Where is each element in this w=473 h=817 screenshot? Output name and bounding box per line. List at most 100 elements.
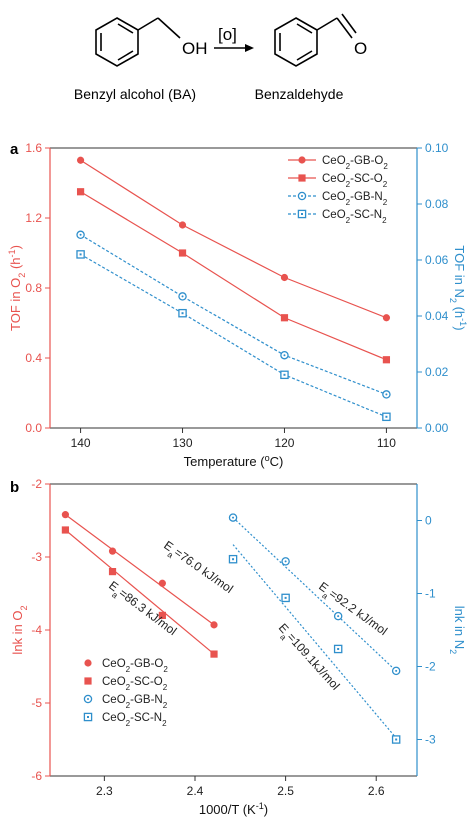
y-left-tick-label: 1.2 (25, 211, 42, 225)
x-tick-label: 2.4 (187, 784, 204, 798)
data-point-ceo2-gb-n2-center (79, 233, 82, 236)
data-point-ceo2-gb-n2-center (232, 516, 235, 519)
benzyl-alcohol-inner-bond (117, 23, 134, 34)
legend-marker (298, 156, 306, 164)
data-point-ceo2-sc-o2 (280, 314, 289, 322)
data-point-ceo2-sc-o2 (108, 568, 117, 576)
legend-label-part: 2 (346, 180, 351, 189)
series-line-ceo2-gb-n2 (80, 234, 387, 395)
activation-energy-label-part: a (166, 549, 176, 560)
activation-energy-label-part: a (278, 632, 289, 642)
x-axis-title-part: -1 (256, 801, 264, 811)
legend-marker (298, 174, 306, 182)
y-right-tick-label: 0.04 (425, 309, 449, 323)
aldehyde-co-double-bond (341, 13, 357, 34)
reaction-scheme: OH [o] O Benzyl alcohol (BA) Benzaldehyd… (74, 13, 367, 102)
series-line-ceo2-sc-n2 (80, 253, 387, 418)
legend-label-part: CeO (322, 191, 346, 203)
data-point-ceo2-sc-o2 (210, 650, 218, 658)
aldehyde-ch-bond (316, 17, 338, 31)
activation-energy-label-part: =86.3 kJ/mol (116, 586, 179, 638)
reactant-name: Benzyl alcohol (BA) (74, 86, 196, 102)
legend-marker (84, 659, 92, 667)
y-right-tick-label: -2 (425, 660, 436, 674)
data-point-ceo2-gb-n2-center (385, 393, 388, 396)
data-point-ceo2-gb-o2 (210, 621, 218, 629)
y-left-tick-label: 0.8 (25, 281, 42, 295)
fit-line (232, 517, 397, 672)
legend-label-part: 2 (126, 683, 131, 692)
legend-label: CeO2-SC-O2 (322, 173, 388, 189)
y-axis-left-title-part: lnk in O (10, 610, 25, 654)
y-axis-left-title-part: 2 (17, 273, 27, 278)
data-point-ceo2-gb-o2 (382, 314, 391, 322)
data-point-ceo2-sc-o2 (61, 526, 70, 534)
legend-label-part: -GB-O (350, 155, 383, 167)
data-point-ceo2-sc-o2 (76, 188, 85, 196)
data-point-ceo2-sc-o2 (158, 611, 166, 619)
data-point-ceo2-gb-o2 (61, 511, 70, 519)
legend-label-part: -SC-N (130, 712, 162, 724)
y-axis-right-title-part: ) (452, 326, 467, 330)
data-point-ceo2-sc-n2-center (284, 596, 287, 599)
legend-marker-center (301, 213, 303, 215)
y-axis-right-title: TOF in N2 (h-1) (448, 245, 468, 330)
activation-energy-label: Ea=109.1kJ/mol (273, 621, 343, 696)
activation-energy-label-part: a (320, 590, 330, 601)
legend-label: CeO2-SC-N2 (322, 209, 387, 225)
legend-label-part: 2 (383, 180, 388, 189)
x-tick-label: 140 (71, 436, 91, 450)
data-point-ceo2-gb-o2 (76, 156, 85, 164)
legend-label-part: CeO (102, 712, 126, 724)
legend-label: CeO2-GB-O2 (102, 658, 168, 674)
legend-label-part: 2 (346, 162, 351, 171)
x-tick-label: 2.6 (368, 784, 385, 798)
legend-marker-center (87, 716, 89, 718)
aldehyde-co-bond (336, 17, 353, 39)
y-axis-right-title-part: lnk in N (452, 606, 467, 649)
legend-label-part: 2 (383, 198, 388, 207)
x-tick-label: 2.5 (277, 784, 294, 798)
data-point-ceo2-sc-n2-center (232, 558, 235, 561)
legend-label-part: 2 (383, 162, 388, 171)
y-axis-left-title-part: -1 (7, 249, 17, 257)
y-axis-right-title-part: 2 (448, 649, 458, 654)
legend-label: CeO2-GB-N2 (102, 694, 168, 710)
y-right-tick-label: 0.02 (425, 365, 449, 379)
carbonyl-oxygen-label: O (354, 39, 367, 58)
legend-label-part: CeO (322, 209, 346, 221)
y-left-tick-label: -2 (31, 477, 42, 491)
legend-label-part: 2 (346, 216, 351, 225)
y-axis-left-title-part: (h (8, 257, 23, 272)
legend-label-part: -GB-O (130, 658, 163, 670)
y-axis-right-title-part: -1 (458, 318, 468, 326)
y-axis-right-title: lnk in N2 (448, 606, 467, 654)
benzaldehyde-ring (274, 17, 318, 67)
legend-label-part: 2 (126, 701, 131, 710)
benzyl-ch2-bond (137, 17, 159, 31)
y-left-tick-label: -4 (31, 623, 42, 637)
y-left-tick-label: 0.0 (25, 421, 42, 435)
y-axis-right-title-part: TOF in N (452, 245, 467, 298)
reaction-arrow-head (245, 44, 254, 52)
legend-label: CeO2-GB-O2 (322, 155, 388, 171)
data-point-ceo2-sc-n2-center (79, 253, 82, 256)
oxidant-label: [o] (218, 25, 237, 44)
y-axis-left-title-part: ) (8, 245, 23, 249)
fit-line (65, 529, 215, 655)
x-tick-label: 130 (173, 436, 193, 450)
y-axis-right-title-part: 2 (448, 298, 458, 303)
legend-label-part: CeO (322, 155, 346, 167)
legend-label-part: -SC-O (130, 676, 163, 688)
y-left-tick-label: 0.4 (25, 351, 42, 365)
data-point-ceo2-gb-o2 (280, 273, 289, 282)
legend-label-part: -SC-N (350, 209, 382, 221)
legend-marker-center (87, 698, 89, 700)
data-point-ceo2-gb-n2-center (337, 615, 340, 618)
data-point-ceo2-gb-n2-center (181, 295, 184, 298)
benzyl-alcohol-inner-bond (117, 50, 134, 61)
legend-label-part: -GB-N (130, 694, 163, 706)
x-axis-title-part: o (265, 453, 270, 463)
data-point-ceo2-gb-o2 (178, 221, 187, 229)
